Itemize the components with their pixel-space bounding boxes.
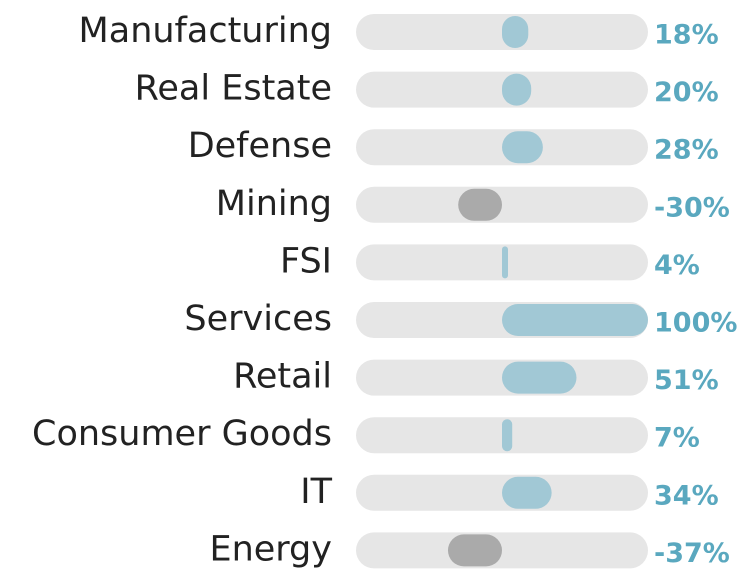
category-label: Manufacturing: [79, 11, 332, 51]
bar: [502, 16, 529, 48]
value-label: 34%: [654, 480, 719, 511]
category-label: Retail: [233, 357, 332, 397]
category-label: Mining: [216, 184, 332, 224]
bar: [458, 188, 502, 221]
category-label: Energy: [209, 529, 332, 569]
bar: [502, 419, 513, 452]
category-label: IT: [300, 472, 332, 512]
category-label: FSI: [280, 241, 332, 281]
value-label: 20%: [654, 77, 719, 108]
bar: [502, 73, 532, 106]
value-label: -30%: [654, 192, 730, 223]
bar: [502, 361, 577, 394]
bar: [502, 304, 648, 336]
value-label: -37%: [654, 538, 730, 569]
category-label: Defense: [188, 126, 332, 166]
value-label: 28%: [654, 135, 719, 166]
bar: [447, 534, 502, 567]
bar: [502, 476, 552, 509]
value-label: 100%: [654, 308, 737, 339]
category-label: Real Estate: [135, 69, 332, 109]
bar: [502, 246, 508, 279]
bar: [502, 131, 543, 164]
value-label: 18%: [654, 20, 719, 51]
value-label: 7%: [654, 423, 700, 454]
category-label: Services: [184, 299, 332, 339]
value-label: 4%: [654, 250, 700, 281]
category-label: Consumer Goods: [32, 414, 332, 454]
value-label: 51%: [654, 365, 719, 396]
